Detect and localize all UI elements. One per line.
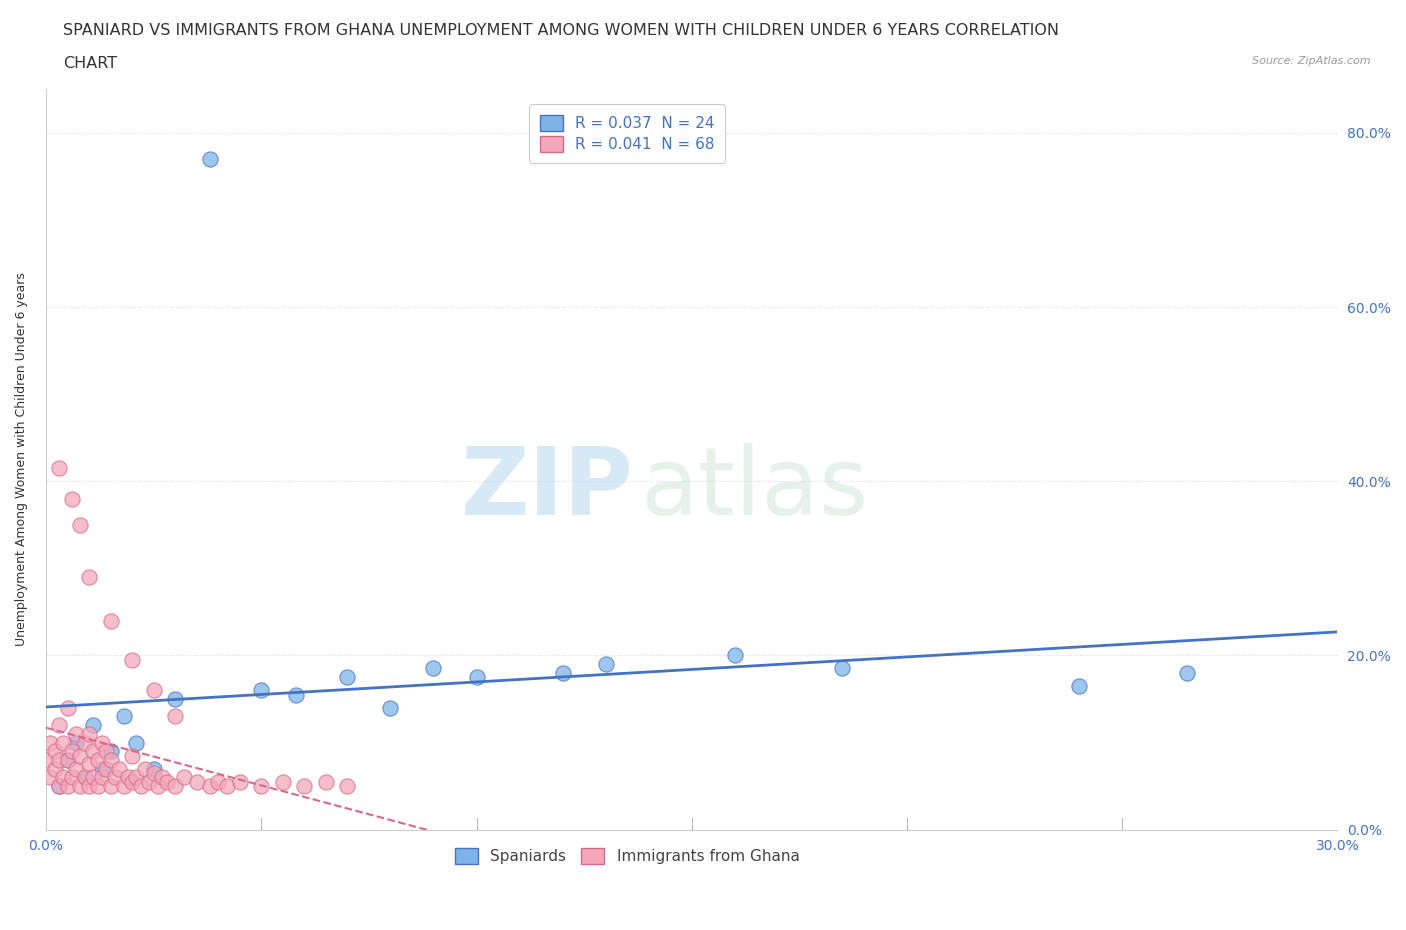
Text: atlas: atlas <box>640 443 869 535</box>
Point <box>595 657 617 671</box>
Point <box>48 778 70 793</box>
Point <box>91 761 114 776</box>
Text: SPANIARD VS IMMIGRANTS FROM GHANA UNEMPLOYMENT AMONG WOMEN WITH CHILDREN UNDER 6: SPANIARD VS IMMIGRANTS FROM GHANA UNEMPL… <box>63 23 1059 38</box>
Point <box>831 661 853 676</box>
Point <box>138 775 160 790</box>
Legend: Spaniards, Immigrants from Ghana: Spaniards, Immigrants from Ghana <box>449 842 806 870</box>
Point <box>380 700 402 715</box>
Text: ZIP: ZIP <box>461 443 634 535</box>
Point <box>65 761 87 776</box>
Point <box>60 770 83 785</box>
Point <box>150 770 173 785</box>
Point <box>86 752 108 767</box>
Point <box>56 700 79 715</box>
Point <box>292 778 315 793</box>
Point <box>165 709 187 724</box>
Point <box>125 735 148 750</box>
Point <box>39 770 62 785</box>
Point <box>77 778 100 793</box>
Point <box>129 778 152 793</box>
Point <box>724 648 747 663</box>
Point <box>77 757 100 772</box>
Point <box>165 778 187 793</box>
Point <box>82 744 104 759</box>
Point <box>155 775 177 790</box>
Point <box>100 778 122 793</box>
Point <box>48 460 70 475</box>
Point <box>142 683 165 698</box>
Point <box>56 778 79 793</box>
Point <box>125 770 148 785</box>
Point <box>142 765 165 780</box>
Point <box>73 770 96 785</box>
Point <box>186 775 208 790</box>
Point <box>44 761 66 776</box>
Point <box>207 775 229 790</box>
Point <box>165 692 187 707</box>
Point <box>82 718 104 733</box>
Point <box>69 517 91 532</box>
Point <box>108 761 131 776</box>
Point <box>35 752 58 767</box>
Point <box>117 770 139 785</box>
Point <box>271 775 294 790</box>
Point <box>173 770 195 785</box>
Text: CHART: CHART <box>63 56 117 71</box>
Point <box>39 735 62 750</box>
Point <box>44 744 66 759</box>
Point <box>284 687 307 702</box>
Point <box>69 748 91 763</box>
Point <box>112 778 135 793</box>
Point <box>336 670 359 684</box>
Point <box>65 726 87 741</box>
Point <box>77 569 100 584</box>
Point <box>198 778 221 793</box>
Point <box>112 709 135 724</box>
Y-axis label: Unemployment Among Women with Children Under 6 years: Unemployment Among Women with Children U… <box>15 272 28 646</box>
Point <box>65 735 87 750</box>
Point <box>100 744 122 759</box>
Point <box>60 491 83 506</box>
Point <box>315 775 337 790</box>
Point <box>48 718 70 733</box>
Point <box>104 770 127 785</box>
Point <box>48 778 70 793</box>
Point <box>52 770 75 785</box>
Point <box>77 726 100 741</box>
Point <box>134 761 156 776</box>
Point <box>551 665 574 680</box>
Point <box>91 735 114 750</box>
Point <box>60 744 83 759</box>
Point <box>1175 665 1198 680</box>
Point <box>198 152 221 166</box>
Point <box>121 775 143 790</box>
Point <box>73 770 96 785</box>
Point <box>336 778 359 793</box>
Point <box>96 761 118 776</box>
Point <box>96 744 118 759</box>
Point <box>146 778 169 793</box>
Point <box>100 752 122 767</box>
Text: Source: ZipAtlas.com: Source: ZipAtlas.com <box>1253 56 1371 66</box>
Point <box>422 661 444 676</box>
Point <box>465 670 488 684</box>
Point <box>229 775 252 790</box>
Point <box>1069 679 1091 694</box>
Point <box>82 770 104 785</box>
Point <box>56 752 79 767</box>
Point <box>73 735 96 750</box>
Point <box>52 735 75 750</box>
Point <box>215 778 238 793</box>
Point <box>250 683 273 698</box>
Point <box>69 778 91 793</box>
Point <box>250 778 273 793</box>
Point <box>121 652 143 667</box>
Point <box>56 752 79 767</box>
Point <box>91 770 114 785</box>
Point <box>48 752 70 767</box>
Point <box>121 748 143 763</box>
Point <box>142 761 165 776</box>
Point <box>100 613 122 628</box>
Point <box>86 778 108 793</box>
